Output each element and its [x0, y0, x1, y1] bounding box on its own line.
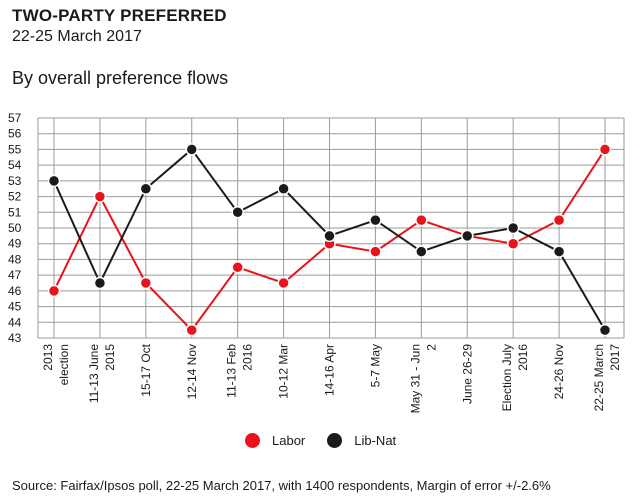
- point-lib-nat-6: [323, 229, 336, 243]
- x-tick-label-1: 11-13 June 2015: [87, 344, 117, 403]
- point-lib-nat-3: [185, 143, 198, 156]
- series-points: [47, 143, 612, 337]
- point-lib-nat-5: [277, 182, 290, 195]
- legend: Labor Lib-Nat: [245, 433, 418, 448]
- point-labor-7: [369, 245, 382, 258]
- point-lib-nat-11: [552, 245, 566, 258]
- x-tick-label-6: 14-16 Apr: [323, 344, 337, 396]
- x-tick-label-8: May 31 - Jun 2: [408, 344, 438, 414]
- y-tick-label-49: 49: [8, 237, 22, 251]
- y-tick-label-44: 44: [8, 315, 22, 329]
- point-labor-5: [277, 276, 290, 290]
- chart-grid: [37, 117, 625, 339]
- y-tick-label-47: 47: [8, 268, 22, 282]
- point-labor-0: [47, 284, 61, 298]
- x-tick-label-4: 11-13 Feb 2016: [225, 344, 255, 398]
- point-labor-3: [185, 323, 198, 337]
- chart-title: TWO-PARTY PREFERRED: [12, 6, 227, 25]
- point-lib-nat-2: [139, 182, 153, 195]
- y-tick-label-50: 50: [8, 221, 22, 235]
- y-tick-label-46: 46: [8, 284, 22, 298]
- x-tick-label-12: 22-25 March 2017: [592, 344, 622, 412]
- point-labor-4: [231, 261, 244, 274]
- x-tick-label-11: 24-26 Nov: [552, 344, 566, 399]
- point-lib-nat-8: [415, 245, 428, 258]
- point-labor-10: [506, 237, 520, 250]
- y-tick-label-56: 56: [8, 127, 22, 141]
- x-tick-label-0: 2013 election: [41, 344, 71, 386]
- chart-date: 22-25 March 2017: [12, 28, 142, 45]
- point-lib-nat-4: [231, 206, 244, 219]
- point-lib-nat-7: [369, 213, 382, 227]
- point-labor-2: [139, 276, 153, 290]
- x-tick-label-10: Election July 2016: [500, 344, 530, 412]
- point-lib-nat-0: [47, 174, 61, 188]
- x-tick-label-9: June 26-29: [460, 344, 474, 404]
- point-lib-nat-12: [598, 323, 612, 337]
- libnat-swatch-icon: [327, 433, 343, 448]
- y-tick-label-57: 57: [8, 111, 22, 125]
- legend-label-libnat: Lib-Nat: [354, 433, 397, 448]
- point-labor-12: [598, 143, 612, 156]
- y-tick-label-54: 54: [8, 158, 22, 172]
- labor-swatch-icon: [245, 433, 260, 448]
- y-tick-label-45: 45: [8, 300, 22, 314]
- y-tick-label-48: 48: [8, 252, 22, 266]
- y-tick-label-51: 51: [8, 205, 22, 219]
- legend-label-labor: Labor: [272, 433, 306, 448]
- x-axis: 2013 election 11-13 June 2015 15-17 Oct 12-14…: [41, 343, 622, 413]
- chart-subtitle: By overall preference flows: [12, 68, 229, 88]
- legend-item-labor: Labor: [245, 433, 305, 448]
- point-labor-8: [415, 213, 428, 227]
- x-tick-label-3: 12-14 Nov: [185, 344, 199, 399]
- x-tick-label-7: 5-7 May: [368, 344, 382, 387]
- point-lib-nat-10: [506, 221, 520, 235]
- y-tick-label-43: 43: [8, 331, 22, 345]
- point-labor-11: [552, 213, 566, 227]
- y-tick-label-55: 55: [8, 142, 22, 156]
- legend-item-libnat: Lib-Nat: [327, 433, 396, 448]
- point-labor-1: [93, 190, 107, 203]
- point-lib-nat-1: [93, 276, 107, 290]
- x-tick-label-2: 15-17 Oct: [139, 343, 153, 396]
- x-tick-label-5: 10-12 Mar: [277, 344, 291, 399]
- y-tick-label-52: 52: [8, 190, 22, 204]
- y-tick-label-53: 53: [8, 174, 22, 188]
- point-lib-nat-9: [461, 229, 474, 243]
- source-note: Source: Fairfax/Ipsos poll, 22-25 March …: [12, 478, 551, 493]
